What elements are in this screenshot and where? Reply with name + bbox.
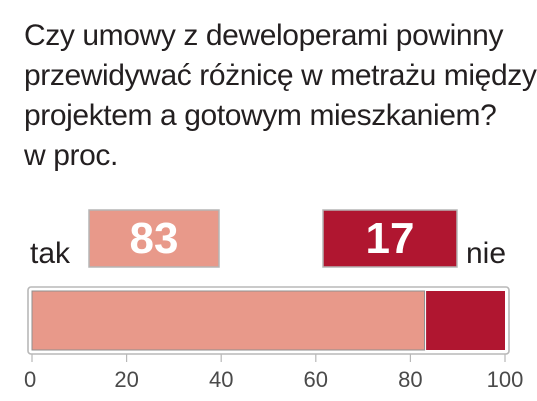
category-label-nie: nie bbox=[466, 237, 506, 270]
x-tick-label-60: 60 bbox=[304, 367, 328, 392]
value-label-nie: 17 bbox=[366, 214, 415, 263]
title-line-2: przewidywać różnicę w metrażu między bbox=[24, 59, 537, 92]
x-tick-label-40: 40 bbox=[209, 367, 233, 392]
value-box-nie bbox=[322, 209, 458, 268]
x-tick-label-100: 100 bbox=[487, 367, 524, 392]
x-tick-label-0: 0 bbox=[24, 367, 36, 392]
bar-segment-nie bbox=[426, 291, 505, 350]
value-label-tak: 83 bbox=[130, 214, 179, 263]
title-line-1: Czy umowy z deweloperami powinny bbox=[24, 19, 504, 52]
x-tick-label-20: 20 bbox=[114, 367, 138, 392]
x-tick-label-80: 80 bbox=[398, 367, 422, 392]
title-line-3: projektem a gotowym mieszkaniem? bbox=[24, 99, 497, 132]
chart-title: Czy umowy z deweloperami powinny przewid… bbox=[24, 16, 537, 176]
chart-root: 83 17 tak nie 0 20 40 60 80 100 bbox=[24, 209, 524, 392]
bar-segment-tak bbox=[31, 290, 426, 351]
category-label-tak: tak bbox=[30, 237, 71, 270]
title-unit: w proc. bbox=[24, 139, 118, 172]
value-box-tak bbox=[88, 209, 220, 268]
